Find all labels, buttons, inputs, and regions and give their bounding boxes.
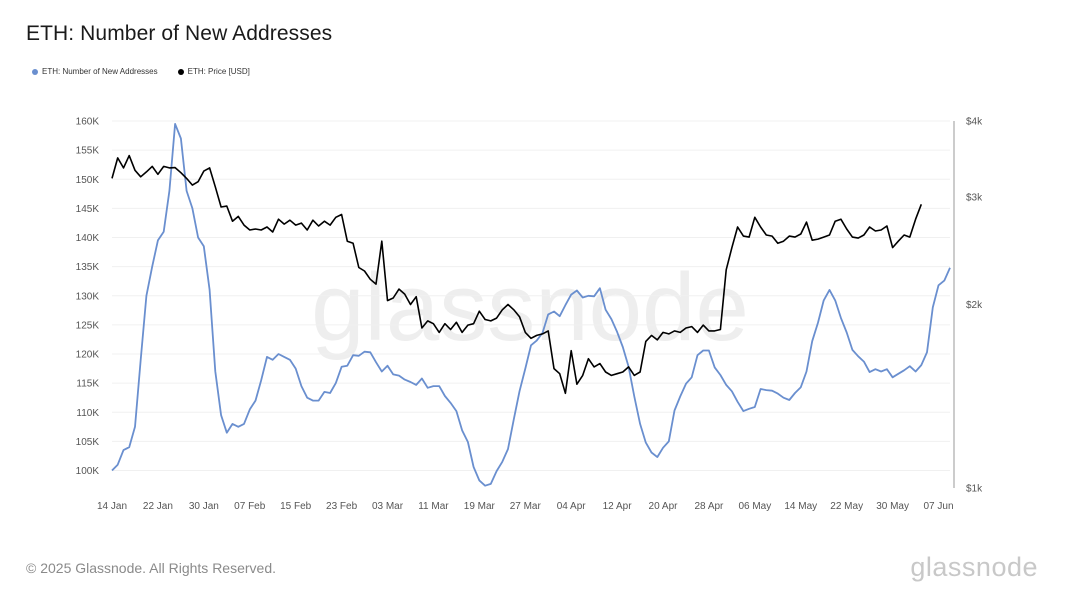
chart-watermark: glassnode (311, 254, 749, 361)
legend-item-price[interactable]: ETH: Price [USD] (177, 67, 250, 76)
x-tick-label: 03 Mar (372, 501, 404, 512)
y-right-tick-label: $1k (966, 484, 983, 495)
y-left-tick-label: 145K (76, 204, 100, 215)
price-line (111, 154, 923, 395)
y-left-tick-label: 130K (76, 291, 100, 302)
x-tick-label: 14 Jan (97, 501, 127, 512)
x-tick-label: 22 Jan (143, 501, 173, 512)
y-left-tick-label: 155K (76, 146, 100, 157)
y-left-tick-label: 115K (76, 379, 99, 390)
y-left-tick-label: 100K (76, 466, 100, 477)
series-layer (111, 123, 951, 487)
y-left-tick-label: 135K (76, 262, 100, 273)
x-tick-label: 04 Apr (557, 501, 587, 512)
x-tick-label: 30 May (876, 501, 909, 512)
y-right-tick-label: $2k (966, 300, 983, 311)
legend-label-new-addresses: ETH: Number of New Addresses (42, 67, 158, 76)
x-tick-label: 23 Feb (326, 501, 358, 512)
y-left-tick-label: 140K (76, 233, 100, 244)
y-left-tick-label: 125K (76, 320, 100, 331)
legend: ETH: Number of New Addresses ETH: Price … (32, 67, 250, 76)
left-axis-ticks: 100K 105K 110K 115K 120K 125K 130K 135K 140K 145K… (76, 117, 100, 478)
new-addresses-line (111, 123, 951, 487)
chart-title: ETH: Number of New Addresses (26, 22, 333, 45)
y-left-tick-label: 160K (76, 117, 100, 128)
y-left-tick-label: 110K (76, 408, 99, 419)
x-tick-label: 07 Jun (924, 501, 954, 512)
x-axis-ticks: 14 Jan 22 Jan 30 Jan 07 Feb 15 Feb 23 Feb 03 M… (97, 501, 954, 512)
y-right-tick-label: $4k (966, 117, 983, 128)
legend-label-price: ETH: Price [USD] (187, 67, 250, 76)
legend-swatch-new-addresses (32, 68, 38, 75)
x-tick-label: 06 May (738, 501, 771, 512)
x-tick-label: 15 Feb (280, 501, 312, 512)
copyright-footer: © 2025 Glassnode. All Rights Reserved. (26, 560, 277, 576)
y-left-tick-label: 105K (76, 437, 100, 448)
x-tick-label: 27 Mar (510, 501, 542, 512)
y-left-tick-label: 120K (76, 350, 100, 361)
y-right-tick-label: $3k (966, 193, 983, 204)
x-tick-label: 07 Feb (234, 501, 266, 512)
legend-item-new-addresses[interactable]: ETH: Number of New Addresses (32, 67, 158, 76)
x-tick-label: 12 Apr (603, 501, 633, 512)
x-tick-label: 28 Apr (694, 501, 724, 512)
x-tick-label: 30 Jan (189, 501, 219, 512)
x-tick-label: 14 May (784, 501, 817, 512)
x-tick-label: 20 Apr (649, 501, 679, 512)
gridlines (112, 120, 950, 472)
x-tick-label: 22 May (830, 501, 863, 512)
x-tick-label: 19 Mar (464, 501, 496, 512)
brand-logo: glassnode (910, 552, 1038, 582)
right-axis-ticks: $1k $2k $3k $4k (966, 117, 983, 495)
legend-swatch-price (177, 68, 184, 75)
x-tick-label: 11 Mar (418, 501, 449, 512)
y-left-tick-label: 150K (76, 175, 100, 186)
